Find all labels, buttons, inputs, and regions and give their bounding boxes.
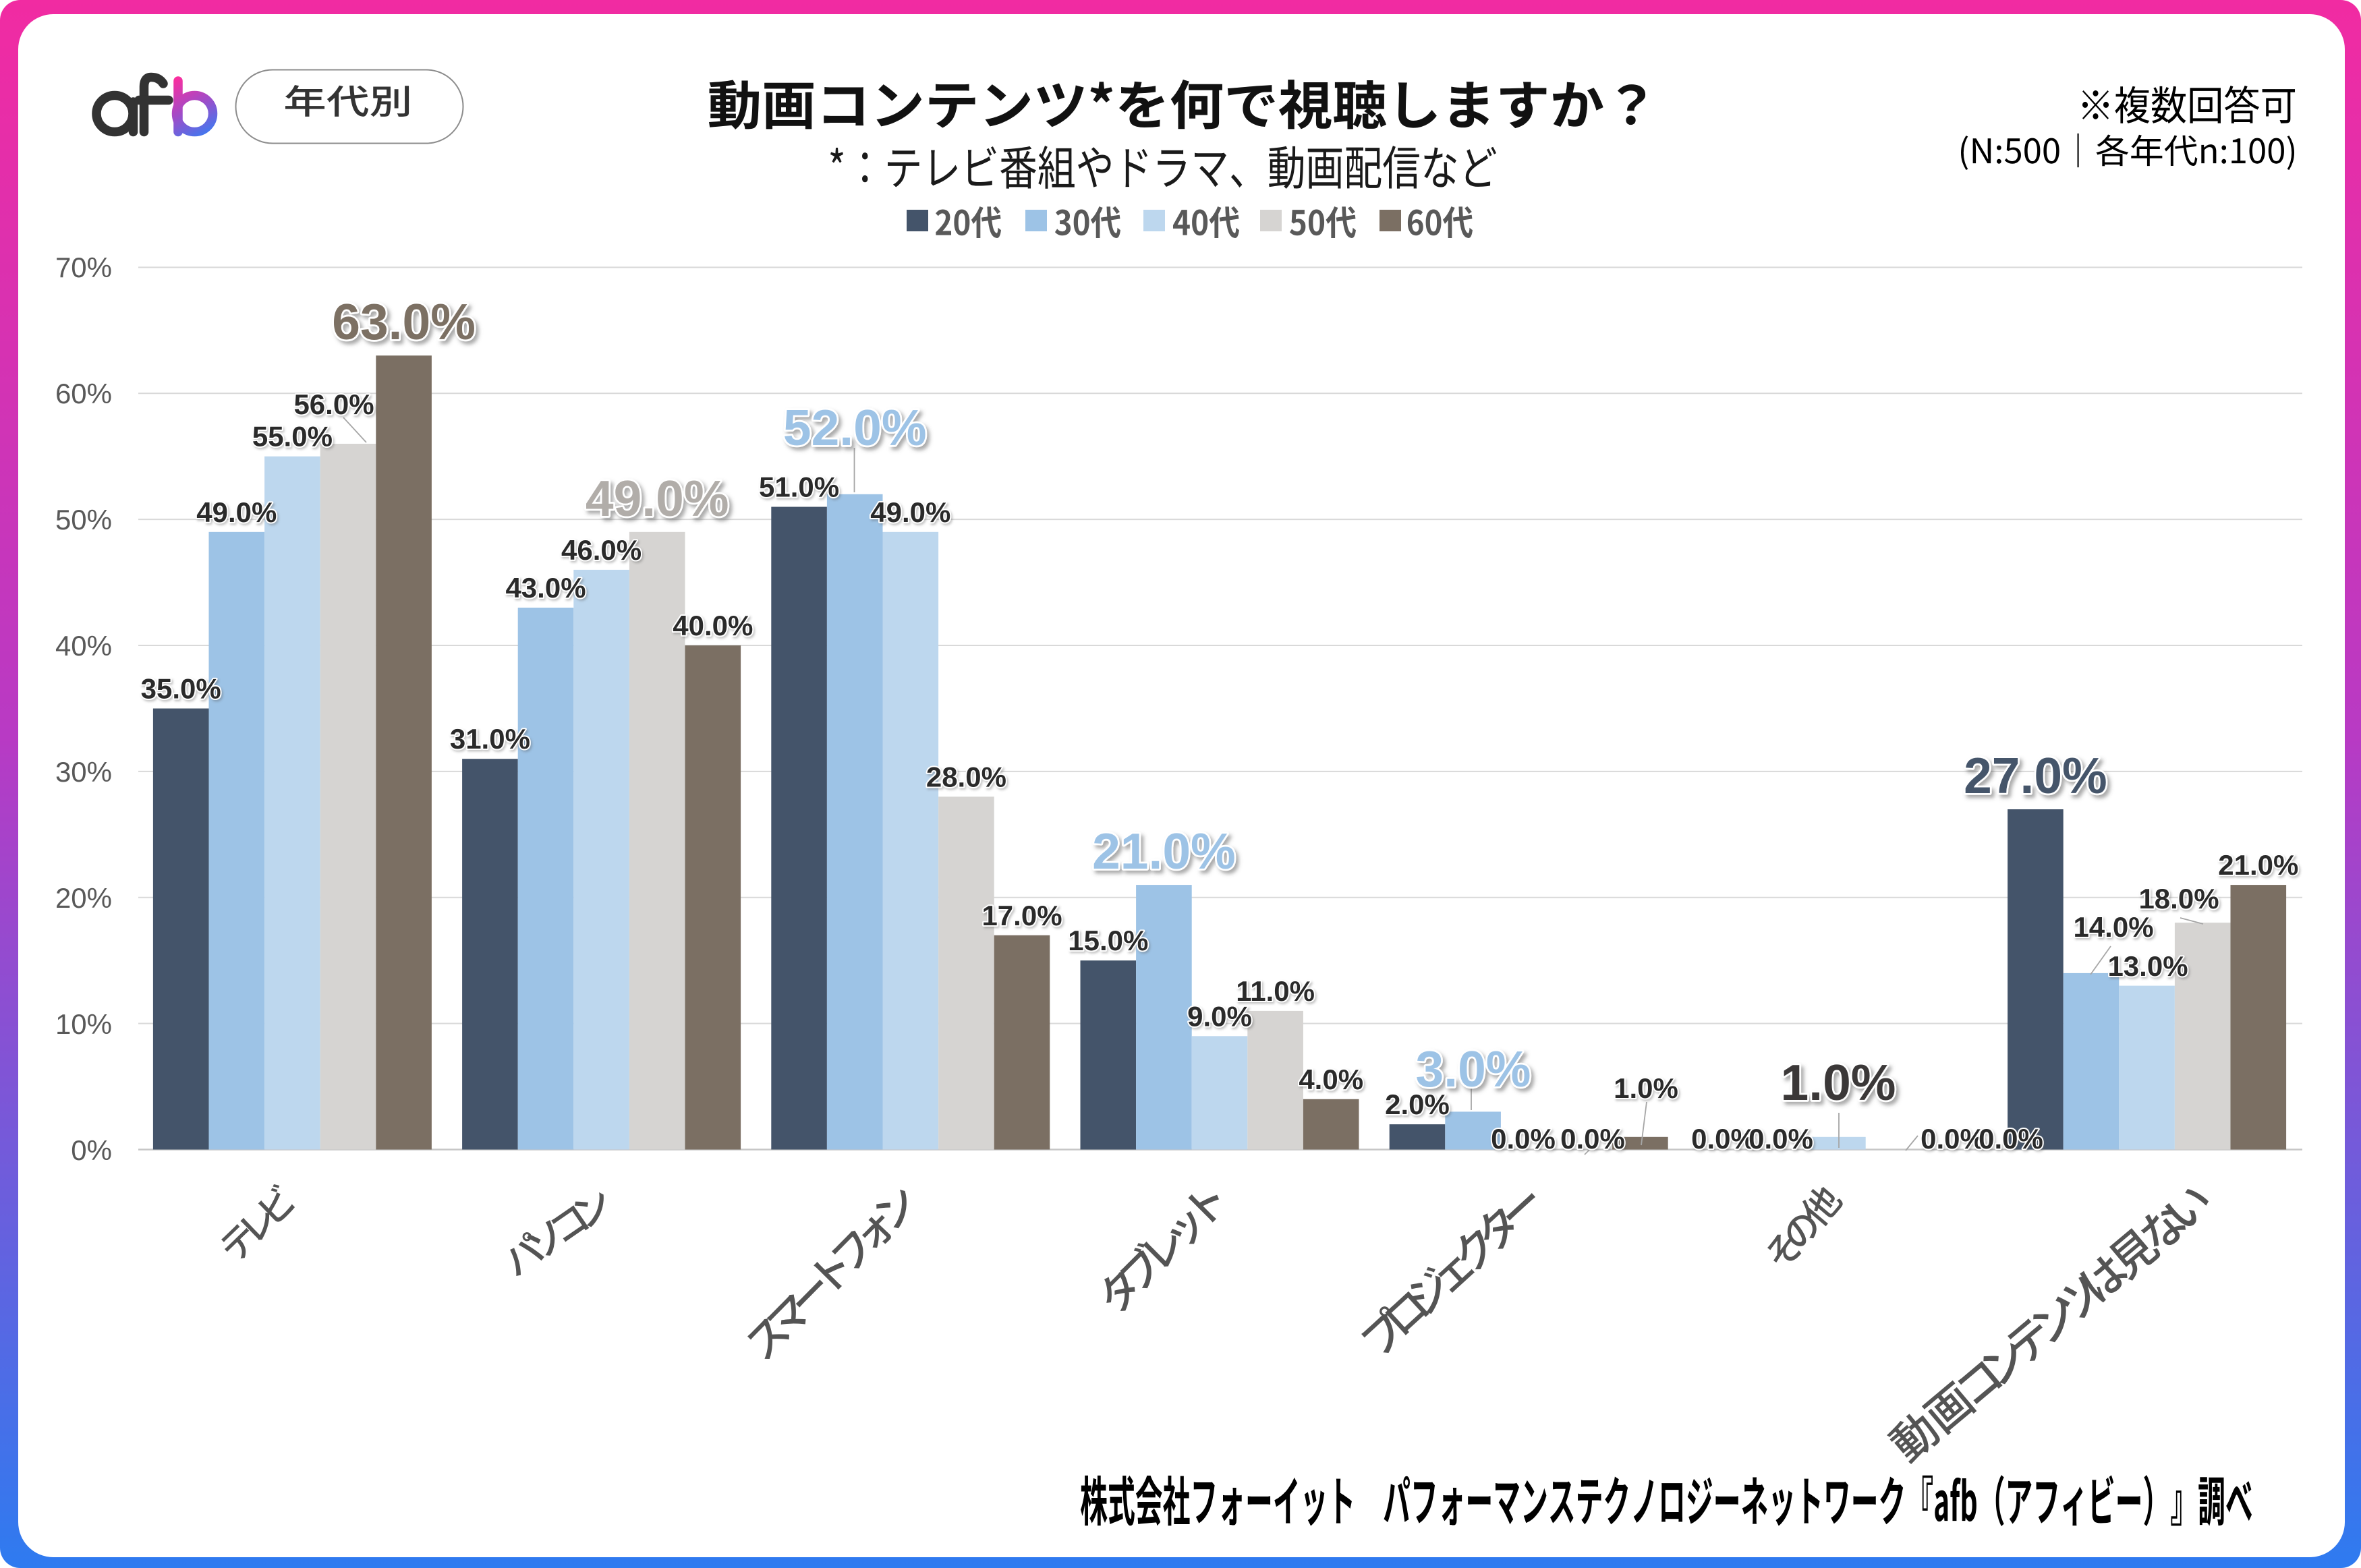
svg-text:28.0%: 28.0% [926, 761, 1006, 792]
svg-text:56.0%: 56.0% [293, 388, 374, 420]
svg-text:9.0%: 9.0% [1187, 1000, 1252, 1032]
svg-text:14.0%: 14.0% [2073, 911, 2153, 943]
svg-text:30%: 30% [55, 756, 112, 788]
svg-text:43.0%: 43.0% [505, 572, 586, 604]
svg-text:4.0%: 4.0% [1299, 1064, 1363, 1095]
svg-text:40.0%: 40.0% [673, 610, 753, 641]
svg-text:70%: 70% [55, 252, 112, 283]
svg-text:13.0%: 13.0% [2107, 950, 2188, 982]
svg-text:3.0%: 3.0% [1416, 1041, 1531, 1097]
svg-text:0.0%: 0.0% [1748, 1123, 1813, 1155]
svg-text:1.0%: 1.0% [1781, 1054, 1896, 1111]
svg-text:0.0%: 0.0% [1979, 1123, 2043, 1155]
svg-text:15.0%: 15.0% [1068, 925, 1148, 956]
svg-text:40%: 40% [55, 630, 112, 662]
svg-text:46.0%: 46.0% [561, 534, 642, 566]
svg-text:60%: 60% [55, 378, 112, 409]
svg-text:11.0%: 11.0% [1236, 975, 1315, 1007]
svg-text:18.0%: 18.0% [2138, 883, 2219, 914]
svg-text:2.0%: 2.0% [1385, 1088, 1450, 1120]
svg-text:21.0%: 21.0% [1092, 823, 1236, 879]
svg-text:31.0%: 31.0% [450, 723, 530, 755]
svg-text:20%: 20% [55, 882, 112, 914]
svg-text:17.0%: 17.0% [982, 900, 1062, 931]
svg-text:52.0%: 52.0% [783, 399, 927, 456]
svg-text:49.0%: 49.0% [196, 496, 277, 528]
svg-text:27.0%: 27.0% [1964, 747, 2107, 804]
svg-text:10%: 10% [55, 1008, 112, 1040]
svg-text:35.0%: 35.0% [141, 673, 221, 705]
svg-text:63.0%: 63.0% [332, 293, 476, 350]
svg-text:21.0%: 21.0% [2218, 849, 2298, 881]
svg-text:1.0%: 1.0% [1614, 1072, 1678, 1104]
svg-text:0.0%: 0.0% [1491, 1123, 1556, 1155]
svg-text:49.0%: 49.0% [586, 470, 729, 527]
svg-text:51.0%: 51.0% [759, 471, 839, 503]
svg-text:55.0%: 55.0% [252, 421, 333, 453]
svg-text:0.0%: 0.0% [1691, 1123, 1756, 1155]
svg-text:50%: 50% [55, 504, 112, 535]
svg-text:0.0%: 0.0% [1921, 1123, 1985, 1155]
svg-text:0.0%: 0.0% [1560, 1123, 1625, 1155]
svg-text:49.0%: 49.0% [870, 496, 950, 528]
svg-text:0%: 0% [71, 1134, 112, 1166]
